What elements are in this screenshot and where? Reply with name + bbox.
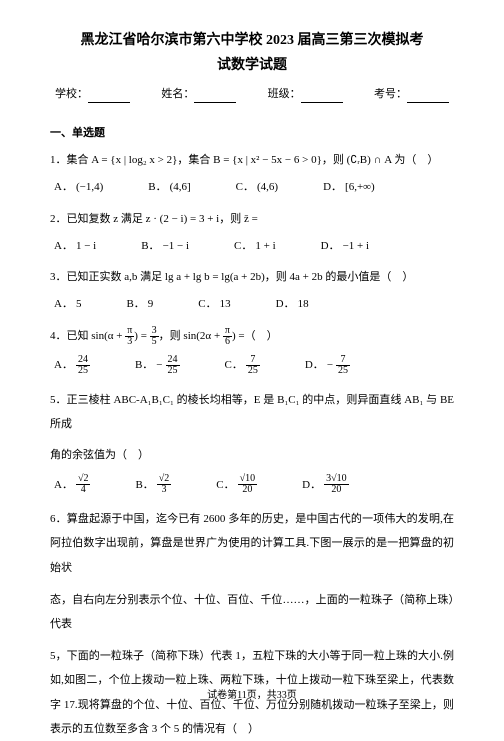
q4-opt-a: A．2425 <box>54 355 90 376</box>
q6-p2: 态，自右向左分别表示个位、十位、百位、千位……，上面的一粒珠子（简称上珠）代表 <box>50 588 454 636</box>
q3-opt-b: B．9 <box>126 296 153 313</box>
q5-opt-d: D．3√1020 <box>302 474 348 495</box>
section-header: 一、单选题 <box>50 125 454 142</box>
q4-opt-b: B．−2425 <box>135 355 180 376</box>
q4-opt-d: D．−725 <box>305 355 350 376</box>
q6-p1: 6．算盘起源于中国，迄今已有 2600 多年的历史，是中国古代的一项伟大的发明,… <box>50 507 454 580</box>
q1-opt-b: B．(4,6] <box>148 179 190 196</box>
q2-options: A．1 − i B．−1 − i C．1 + i D．−1 + i <box>54 238 454 255</box>
q3-stem: 3．已知正实数 a,b 满足 lg a + lg b = lg(a + 2b)，… <box>50 266 454 288</box>
meta-school: 学校： <box>55 86 88 103</box>
q3-opt-c: C．13 <box>198 296 230 313</box>
q1-opt-d: D．[6,+∞) <box>323 179 375 196</box>
q4-options: A．2425 B．−2425 C．725 D．−725 <box>54 355 454 376</box>
q5-stem-a: 5．正三棱柱 ABC-A₁B₁C₁ 的棱长均相等，E 是 B₁C₁ 的中点，则异… <box>50 388 454 436</box>
q5-opt-b: B．√23 <box>135 474 171 495</box>
blank <box>88 91 130 103</box>
q4-stem: 4．已知 sin(α + π3) = 35，则 sin(2α + π6) =（ … <box>50 325 454 347</box>
meta-class: 班级： <box>268 86 301 103</box>
q2-stem: 2．已知复数 z 满足 z · (2 − i) = 3 + i，则 z̄ = <box>50 208 454 230</box>
q4-opt-c: C．725 <box>225 355 260 376</box>
page-subtitle: 试数学试题 <box>50 53 454 78</box>
q5-options: A．√24 B．√23 C．√1020 D．3√1020 <box>54 474 454 495</box>
page-title: 黑龙江省哈尔滨市第六中学校 2023 届高三第三次模拟考 <box>50 28 454 53</box>
q2-opt-d: D．−1 + i <box>321 238 369 255</box>
q5-opt-c: C．√1020 <box>216 474 257 495</box>
q3-opt-d: D．18 <box>276 296 309 313</box>
q3-options: A．5 B．9 C．13 D．18 <box>54 296 454 313</box>
blank <box>194 91 236 103</box>
q1-opt-c: C．(4,6) <box>236 179 278 196</box>
q1-options: A．(−1,4) B．(4,6] C．(4,6) D．[6,+∞) <box>54 179 454 196</box>
q5-stem-b: 角的余弦值为（ ） <box>50 444 454 466</box>
meta-name: 姓名： <box>161 86 194 103</box>
meta-examno: 考号： <box>374 86 407 103</box>
q1-stem: 1．集合 A = {x | log₂ x > 2}，集合 B = {x | x²… <box>50 149 454 171</box>
q1-opt-a: A．(−1,4) <box>54 179 103 196</box>
q2-opt-a: A．1 − i <box>54 238 96 255</box>
q2-opt-b: B．−1 − i <box>141 238 189 255</box>
blank <box>407 91 449 103</box>
q5-opt-a: A．√24 <box>54 474 90 495</box>
meta-row: 学校： 姓名： 班级： 考号： <box>50 86 454 103</box>
page-footer: 试卷第11页，共33页 <box>0 688 504 703</box>
blank <box>301 91 343 103</box>
q3-opt-a: A．5 <box>54 296 81 313</box>
q2-opt-c: C．1 + i <box>234 238 276 255</box>
